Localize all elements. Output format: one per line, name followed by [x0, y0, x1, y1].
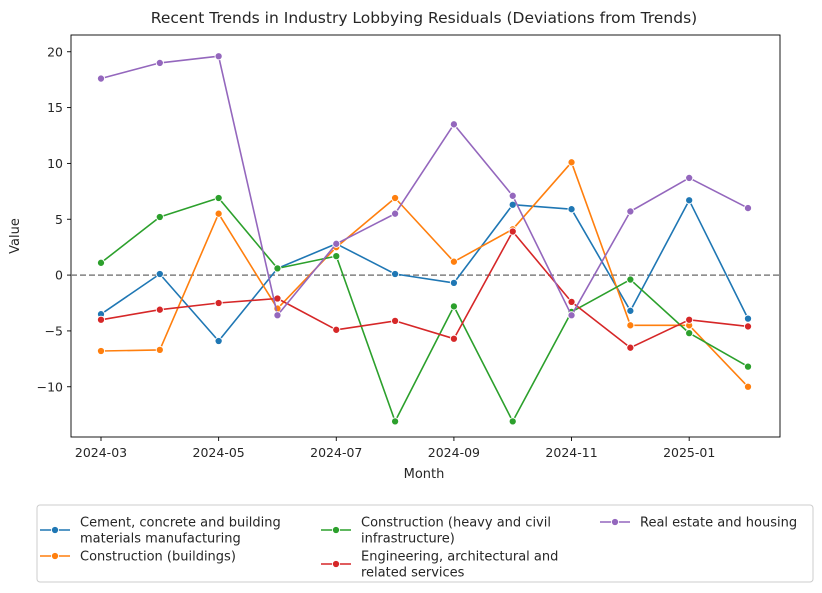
- legend-swatch-marker: [610, 517, 620, 527]
- x-axis-title: Month: [404, 467, 445, 482]
- data-point: [567, 311, 576, 320]
- data-point: [155, 58, 164, 67]
- data-point: [508, 417, 517, 426]
- data-point: [391, 269, 400, 279]
- chart-title: Recent Trends in Industry Lobbying Resid…: [151, 9, 697, 27]
- series-line: [100, 230, 749, 349]
- data-point: [567, 205, 576, 214]
- series-line: [100, 161, 749, 388]
- data-point: [155, 212, 164, 222]
- y-tick-label: 20: [47, 44, 63, 59]
- series-3: [96, 193, 753, 426]
- legend-frame: [36, 504, 814, 583]
- data-point: [96, 315, 106, 324]
- data-point: [743, 362, 753, 371]
- data-point: [743, 314, 753, 323]
- x-tick-label: 2024-09: [428, 445, 480, 460]
- data-point: [214, 193, 223, 203]
- legend-item-3: Construction (heavy and civil infrastruct…: [321, 516, 551, 547]
- data-point: [743, 382, 753, 391]
- data-point: [332, 325, 341, 334]
- data-point: [626, 343, 635, 352]
- data-point: [685, 196, 694, 205]
- data-point: [626, 306, 635, 315]
- series-line: [100, 55, 749, 317]
- data-point: [155, 305, 164, 314]
- data-point: [391, 209, 400, 218]
- legend-swatch-marker: [331, 559, 341, 569]
- legend-label: Real estate and housing: [640, 516, 797, 531]
- data-point: [332, 239, 341, 248]
- data-point: [96, 258, 106, 267]
- data-point: [332, 252, 341, 261]
- x-tick-label: 2024-11: [545, 445, 597, 460]
- y-tick-label: 10: [47, 156, 63, 171]
- legend-label: Construction (buildings): [80, 550, 236, 565]
- data-point: [685, 173, 694, 182]
- y-axis-title: Value: [8, 218, 23, 254]
- data-point: [626, 207, 635, 216]
- data-point: [155, 269, 164, 279]
- x-tick-label: 2024-03: [75, 445, 127, 460]
- legend-swatch-marker: [50, 551, 60, 561]
- plot-frame: [70, 34, 781, 438]
- data-point: [449, 120, 458, 129]
- data-point: [626, 275, 635, 284]
- legend-label: Construction (heavy and civil infrastruct…: [361, 516, 551, 547]
- data-point: [214, 298, 223, 308]
- plot-area: −10 −5 0 5 10 15 20 2024-03 2024-05 2024-07 2024-0…: [37, 34, 781, 460]
- y-tick-label: −5: [45, 323, 63, 338]
- x-tick-label: 2024-07: [310, 445, 362, 460]
- data-point: [449, 302, 458, 311]
- data-point: [214, 336, 223, 346]
- data-point: [685, 315, 694, 324]
- data-point: [449, 257, 458, 266]
- data-point: [214, 209, 223, 218]
- data-point: [508, 227, 517, 236]
- data-point: [391, 417, 400, 426]
- data-point: [273, 311, 282, 320]
- data-point: [391, 316, 400, 325]
- data-point: [508, 191, 517, 200]
- legend-label: Cement, concrete and building materials m…: [80, 516, 281, 547]
- legend-item-2: Construction (buildings): [40, 550, 236, 565]
- data-point: [567, 297, 576, 306]
- legend-item-5: Real estate and housing: [600, 516, 797, 531]
- data-point: [96, 74, 106, 83]
- legend-item-4: Engineering, architectural and related se…: [321, 550, 558, 581]
- legend-label: Engineering, architectural and related se…: [361, 550, 558, 581]
- series-4: [96, 227, 753, 352]
- data-point: [626, 321, 635, 330]
- x-tick-label: 2024-05: [193, 445, 245, 460]
- data-point: [743, 204, 753, 213]
- data-point: [214, 52, 223, 61]
- data-point: [685, 329, 694, 338]
- data-point: [567, 158, 576, 167]
- data-point: [391, 193, 400, 203]
- y-tick-label: 0: [55, 268, 63, 283]
- data-point: [449, 278, 458, 287]
- data-point: [743, 322, 753, 331]
- x-tick-label: 2025-01: [663, 445, 715, 460]
- data-point: [96, 346, 106, 356]
- y-tick-label: 15: [47, 100, 63, 115]
- legend-swatch-marker: [331, 525, 341, 535]
- data-point: [273, 264, 282, 273]
- series-1: [96, 196, 753, 346]
- y-tick-label: 5: [55, 212, 63, 227]
- series-5: [96, 52, 753, 320]
- data-point: [155, 345, 164, 354]
- legend: Cement, concrete and building materials m…: [36, 504, 814, 583]
- legend-item-1: Cement, concrete and building materials m…: [40, 516, 281, 547]
- y-tick-label: −10: [37, 379, 63, 394]
- series-line: [100, 197, 749, 423]
- series-line: [100, 199, 749, 342]
- legend-swatch-marker: [50, 525, 60, 535]
- data-point: [449, 334, 458, 343]
